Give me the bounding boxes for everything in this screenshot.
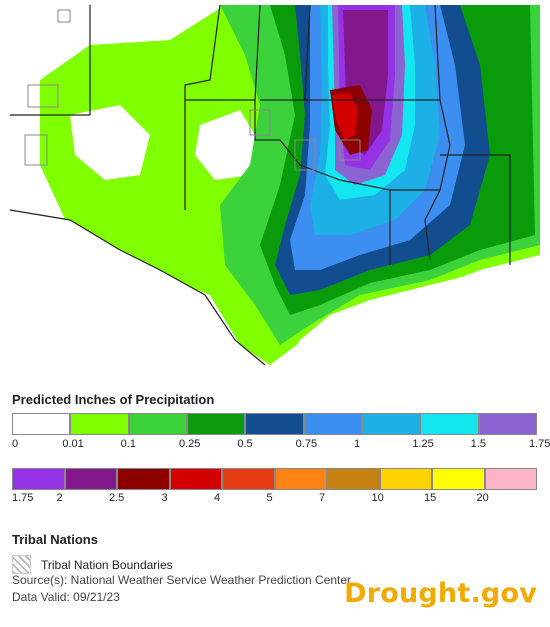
legend-label: 0.75 — [295, 438, 318, 450]
legend-swatch — [186, 413, 246, 435]
brand-logo[interactable]: Drought.gov — [344, 578, 537, 609]
legend-label: 2.5 — [109, 492, 125, 504]
legend-label: 1.75 — [12, 492, 34, 504]
legend-label: 2 — [56, 492, 63, 504]
legend-swatch — [327, 468, 380, 490]
legend-label: 4 — [214, 492, 221, 504]
tribal-nation-hatches — [24, 9, 361, 171]
tribal-label: Tribal Nation Boundaries — [41, 557, 173, 572]
legend-label: 1 — [354, 438, 361, 450]
legend-label: 5 — [266, 492, 273, 504]
legend-label: 15 — [424, 492, 437, 504]
legend-title: Predicted Inches of Precipitation — [12, 392, 215, 407]
valid-date: Data Valid: 09/21/23 — [12, 590, 120, 604]
legend-swatch — [420, 413, 479, 435]
tribal-hatch-icon — [12, 555, 31, 574]
legend-swatch — [303, 413, 362, 435]
legend-swatch — [64, 468, 117, 490]
legend-label: 0 — [12, 438, 19, 450]
legend-swatch — [361, 413, 421, 435]
mexico — [10, 205, 265, 375]
legend-label: 20 — [476, 492, 489, 504]
gulf-of-mexico — [280, 265, 540, 375]
legend-label: 0.01 — [62, 438, 84, 450]
legend-swatch — [478, 413, 537, 435]
legend-label: 1.75 — [529, 438, 550, 450]
legend-swatch — [169, 468, 222, 490]
tribal-title: Tribal Nations — [12, 532, 98, 547]
legend-swatch — [484, 468, 537, 490]
legend-swatches-row2 — [12, 468, 537, 490]
state-boundaries — [10, 5, 511, 366]
legend-swatch — [70, 413, 129, 435]
legend-swatch — [128, 413, 187, 435]
precip-area-0 — [70, 105, 150, 180]
legend-swatch — [222, 468, 275, 490]
legend-swatch — [274, 468, 327, 490]
legend-swatches-row1 — [12, 413, 537, 435]
legend-label: 1.5 — [470, 438, 486, 450]
precip-area-0 — [195, 110, 255, 180]
legend-label: 1.25 — [412, 438, 434, 450]
legend-swatch — [379, 468, 432, 490]
legend-label: 0.5 — [237, 438, 253, 450]
legend-label: 0.1 — [120, 438, 136, 450]
legend-label: 10 — [371, 492, 384, 504]
legend-swatch — [432, 468, 485, 490]
legend-label: 3 — [161, 492, 168, 504]
source-text: Source(s): National Weather Service Weat… — [12, 573, 352, 587]
legend-label: 7 — [319, 492, 326, 504]
legend-swatch — [117, 468, 170, 490]
legend-label: 0.25 — [179, 438, 201, 450]
legend-swatch — [245, 413, 304, 435]
precipitation-map — [10, 5, 540, 375]
legend-swatch — [12, 468, 65, 490]
precip-area-3 — [332, 93, 358, 140]
tribal-legend: Tribal Nation Boundaries — [12, 555, 173, 574]
legend-swatch — [12, 413, 71, 435]
